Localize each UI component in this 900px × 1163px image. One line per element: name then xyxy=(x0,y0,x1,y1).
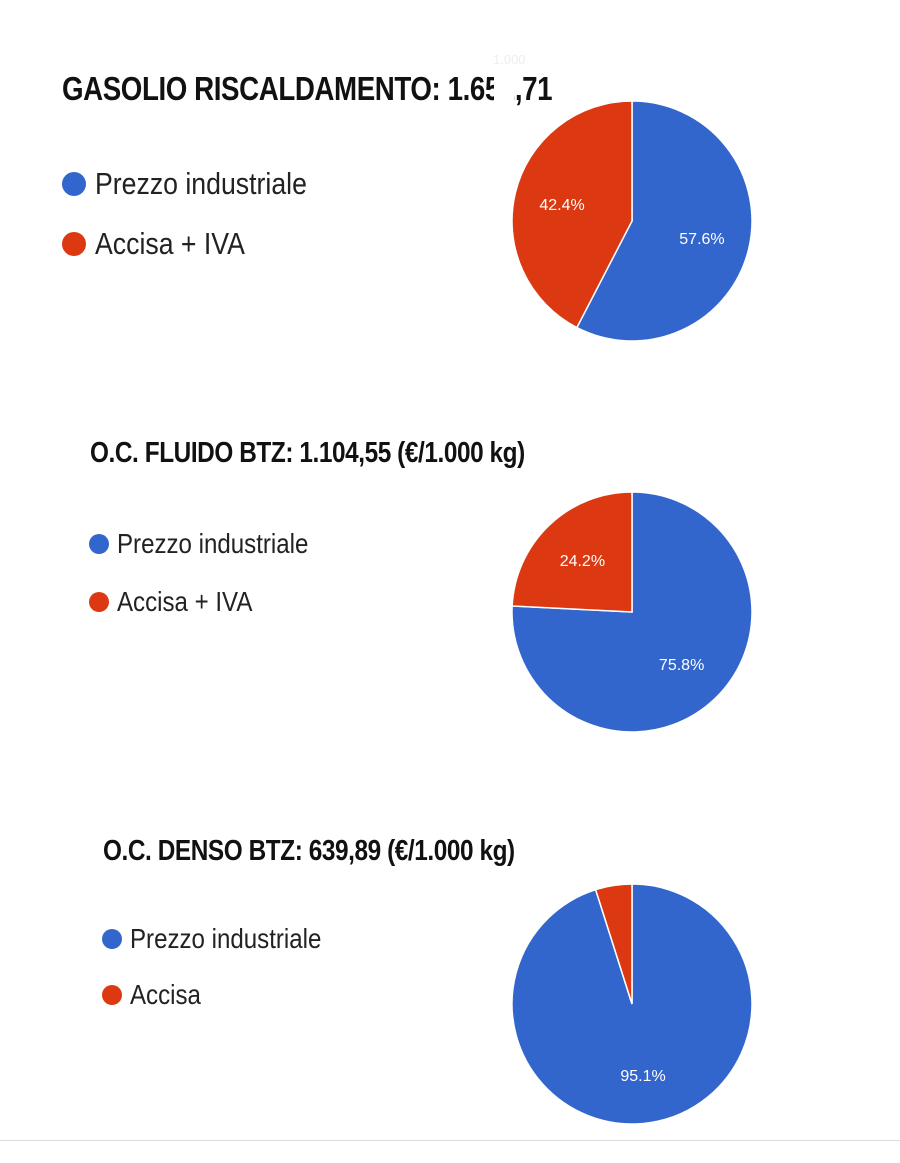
chart-title: O.C. DENSO BTZ: 639,89 (€/1.000 kg) xyxy=(103,835,515,867)
chart-oc-denso-btz: O.C. DENSO BTZ: 639,89 (€/1.000 kg) Prez… xyxy=(0,780,900,1160)
pie-chart: 95.1% xyxy=(511,883,753,1125)
slice-label: 24.2% xyxy=(560,553,605,570)
pie-slice-accisa[interactable] xyxy=(594,883,633,1005)
legend-item-accisa[interactable]: Accisa xyxy=(102,977,353,1013)
legend-item-prezzo-industriale[interactable]: Prezzo industriale xyxy=(62,166,341,202)
chart-gasolio-riscaldamento: GASOLIO RISCALDAMENTO: 1.652,71 Prezzo i… xyxy=(0,0,900,380)
pie-chart: 75.8% 24.2% xyxy=(511,491,753,733)
legend-dot xyxy=(89,534,109,554)
legend-label: Prezzo industriale xyxy=(117,528,309,559)
legend-item-prezzo-industriale[interactable]: Prezzo industriale xyxy=(89,526,340,562)
chart-title: GASOLIO RISCALDAMENTO: 1.652,71 xyxy=(62,70,553,107)
legend-dot xyxy=(102,985,122,1005)
legend: Prezzo industriale Accisa xyxy=(102,921,353,1037)
pie-slice-prezzo-industriale[interactable] xyxy=(575,100,753,342)
chart-title: O.C. FLUIDO BTZ: 1.104,55 (€/1.000 kg) xyxy=(90,437,525,469)
divider xyxy=(0,1140,900,1141)
pie-chart: 57.6% 42.4% xyxy=(511,100,753,342)
legend-dot xyxy=(62,172,86,196)
legend: Prezzo industriale Accisa + IVA xyxy=(62,166,341,286)
legend-label: Accisa + IVA xyxy=(117,586,253,617)
legend-item-prezzo-industriale[interactable]: Prezzo industriale xyxy=(102,921,353,957)
title-clip-cover xyxy=(494,0,514,130)
slice-label: 75.8% xyxy=(659,657,704,674)
legend-label: Prezzo industriale xyxy=(95,166,307,201)
chart-oc-fluido-btz: O.C. FLUIDO BTZ: 1.104,55 (€/1.000 kg) P… xyxy=(0,390,900,770)
legend: Prezzo industriale Accisa + IVA xyxy=(89,526,340,644)
slice-label: 57.6% xyxy=(679,231,724,248)
slice-label: 42.4% xyxy=(539,197,584,214)
legend-item-accisa-iva[interactable]: Accisa + IVA xyxy=(62,226,341,262)
legend-label: Accisa xyxy=(130,979,201,1010)
stray-label: 1.000 xyxy=(493,52,526,67)
legend-label: Accisa + IVA xyxy=(95,226,245,261)
pie-slice-accisa-iva[interactable] xyxy=(511,491,633,613)
legend-dot xyxy=(89,592,109,612)
legend-dot xyxy=(102,929,122,949)
legend-dot xyxy=(62,232,86,256)
slice-label: 95.1% xyxy=(620,1068,665,1085)
pie-slice-accisa-iva[interactable] xyxy=(511,100,633,329)
legend-item-accisa-iva[interactable]: Accisa + IVA xyxy=(89,584,340,620)
legend-label: Prezzo industriale xyxy=(130,923,322,954)
